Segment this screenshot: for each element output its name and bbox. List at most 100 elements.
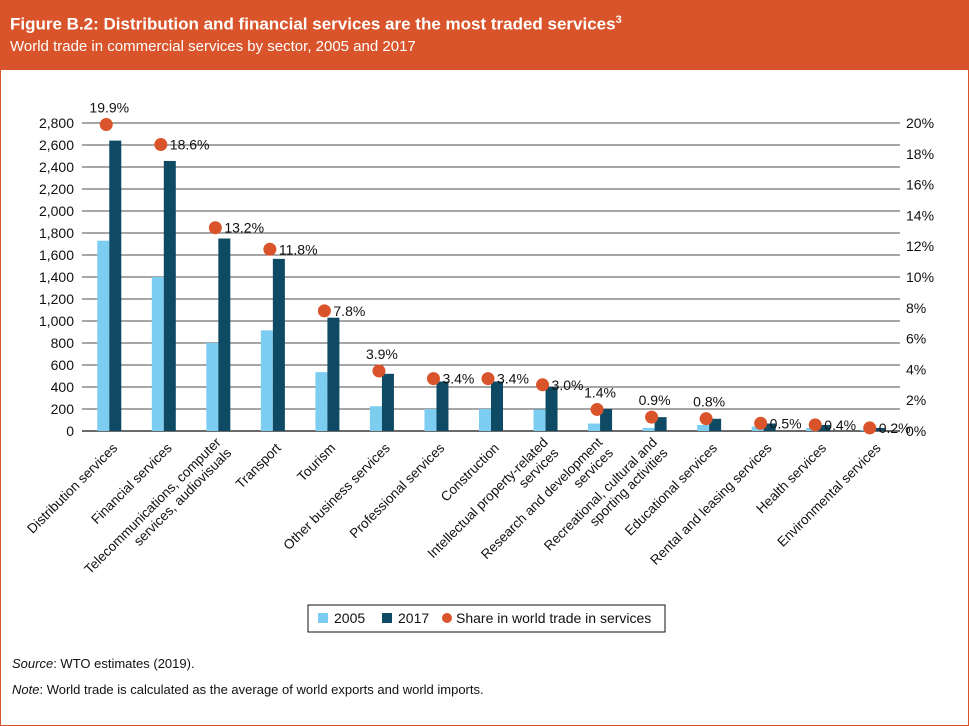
y-right-tick-label: 12% bbox=[906, 238, 934, 254]
y-right-tick-label: 10% bbox=[906, 269, 934, 285]
y-right-tick-label: 14% bbox=[906, 207, 934, 223]
bar-2005 bbox=[97, 240, 110, 431]
share-point bbox=[754, 416, 768, 430]
y-left-tick-label: 1,800 bbox=[39, 225, 74, 241]
bar-2005 bbox=[479, 409, 491, 431]
share-point bbox=[481, 372, 495, 386]
bar-2017 bbox=[381, 373, 394, 431]
x-category-label: Transport bbox=[233, 440, 284, 491]
share-point bbox=[317, 304, 331, 318]
y-left-tick-label: 200 bbox=[51, 401, 75, 417]
share-data-label: 3.9% bbox=[366, 346, 398, 362]
y-left-tick-label: 2,600 bbox=[39, 137, 74, 153]
bar-2017 bbox=[600, 409, 613, 431]
bar-2017 bbox=[491, 381, 503, 431]
x-category-label-line: Tourism bbox=[294, 440, 338, 484]
share-data-label: 0.5% bbox=[770, 415, 802, 431]
y-right-tick-label: 16% bbox=[906, 177, 934, 193]
share-data-label: 0.8% bbox=[693, 394, 725, 410]
bar-2005 bbox=[260, 330, 273, 431]
legend-label-2005: 2005 bbox=[334, 610, 365, 626]
bar-2017 bbox=[109, 140, 122, 431]
bar-2017 bbox=[763, 423, 776, 431]
y-left-tick-label: 2,800 bbox=[39, 115, 74, 131]
bar-2017 bbox=[545, 387, 558, 431]
x-category-label-line: Environmental services bbox=[774, 440, 883, 549]
share-data-label: 7.8% bbox=[333, 303, 365, 319]
share-point bbox=[426, 372, 440, 386]
footnote-ref: 3 bbox=[615, 14, 622, 26]
y-left-tick-label: 600 bbox=[51, 357, 75, 373]
note-text: : World trade is calculated as the avera… bbox=[39, 682, 484, 697]
share-point bbox=[590, 402, 604, 416]
share-data-label: 0.4% bbox=[824, 417, 856, 433]
bar-2005 bbox=[697, 424, 710, 431]
share-data-label: 11.8% bbox=[279, 241, 318, 257]
y-left-tick-label: 2,400 bbox=[39, 159, 74, 175]
y-left-tick-label: 400 bbox=[51, 379, 75, 395]
y-left-tick-label: 800 bbox=[51, 335, 75, 351]
share-point bbox=[808, 418, 822, 432]
y-left-tick-label: 1,200 bbox=[39, 291, 74, 307]
x-category-label-line: Other business services bbox=[280, 440, 393, 553]
share-point bbox=[863, 421, 877, 435]
figure-header: Figure B.2: Distribution and financial s… bbox=[0, 0, 969, 70]
legend-swatch-2005 bbox=[318, 613, 328, 623]
bar-2017 bbox=[654, 417, 667, 431]
legend-swatch-2017 bbox=[382, 613, 392, 623]
y-right-tick-label: 18% bbox=[906, 146, 934, 162]
share-point bbox=[699, 412, 713, 426]
y-left-tick-label: 1,400 bbox=[39, 269, 74, 285]
legend-label-share: Share in world trade in services bbox=[456, 610, 651, 626]
share-data-label: 0.2% bbox=[879, 420, 911, 436]
legend-label-2017: 2017 bbox=[398, 610, 429, 626]
bar-2017 bbox=[163, 160, 176, 431]
share-data-label: 1.4% bbox=[584, 384, 616, 400]
share-data-label: 19.9% bbox=[89, 100, 129, 116]
bar-2017 bbox=[272, 258, 285, 431]
source-note: Source: WTO estimates (2019). bbox=[12, 656, 195, 671]
x-category-label: Environmental services bbox=[774, 440, 883, 549]
x-category-label: Distribution services bbox=[24, 440, 120, 536]
figure-title: Figure B.2: Distribution and financial s… bbox=[10, 14, 622, 35]
share-data-label: 0.9% bbox=[639, 392, 671, 408]
x-category-label-line: Transport bbox=[233, 440, 284, 491]
share-data-label: 18.6% bbox=[170, 137, 210, 153]
share-data-label: 13.2% bbox=[224, 220, 264, 236]
share-point bbox=[154, 138, 168, 152]
note-label: Note bbox=[12, 682, 40, 697]
share-point bbox=[263, 242, 277, 256]
y-left-tick-label: 2,000 bbox=[39, 203, 74, 219]
x-category-label: Other business services bbox=[280, 440, 393, 553]
y-right-tick-label: 4% bbox=[906, 361, 926, 377]
bar-2017 bbox=[327, 317, 340, 431]
x-category-label-line: Distribution services bbox=[24, 440, 120, 536]
y-right-tick-label: 20% bbox=[906, 115, 934, 131]
share-point bbox=[372, 364, 386, 378]
x-category-label: Professional services bbox=[347, 440, 448, 541]
bar-2017 bbox=[709, 418, 722, 431]
y-right-tick-label: 6% bbox=[906, 331, 926, 347]
bar-2005 bbox=[588, 423, 601, 431]
bar-2005 bbox=[315, 372, 328, 431]
y-left-tick-label: 0 bbox=[66, 423, 74, 439]
share-data-label: 3.4% bbox=[442, 371, 474, 387]
bar-2005 bbox=[533, 409, 546, 431]
bar-2005 bbox=[206, 343, 219, 431]
share-point bbox=[208, 221, 222, 235]
share-point bbox=[99, 118, 113, 132]
source-label: Source bbox=[12, 656, 54, 671]
bar-2017 bbox=[436, 381, 449, 431]
bar-2005 bbox=[151, 277, 164, 431]
y-left-tick-label: 1,600 bbox=[39, 247, 74, 263]
y-right-tick-label: 8% bbox=[906, 300, 926, 316]
figure-subtitle: World trade in commercial services by se… bbox=[10, 38, 416, 55]
title-text: Figure B.2: Distribution and financial s… bbox=[10, 14, 616, 34]
share-point bbox=[645, 410, 659, 424]
x-category-label: Tourism bbox=[294, 440, 338, 484]
share-point bbox=[536, 378, 550, 392]
x-category-label-line: Professional services bbox=[347, 440, 448, 541]
y-right-tick-label: 2% bbox=[906, 392, 926, 408]
legend-marker-share bbox=[442, 613, 452, 623]
